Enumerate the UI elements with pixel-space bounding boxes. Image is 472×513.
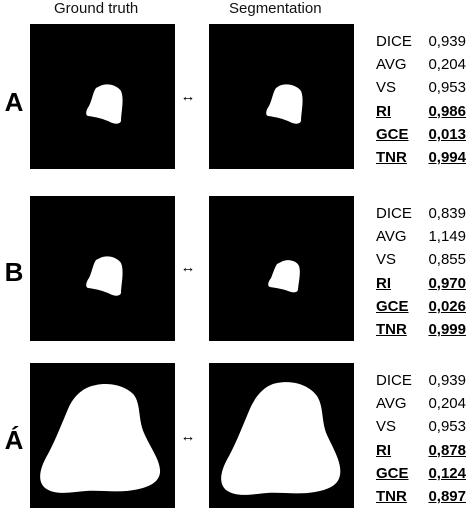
row-label-a-acute: Á — [4, 425, 24, 455]
metric-name: AVG — [376, 56, 407, 74]
metric-row-dice: DICE 0,939 — [376, 369, 472, 392]
metric-value: 0,953 — [428, 418, 466, 436]
metric-row-gce: GCE 0,026 — [376, 295, 472, 318]
metric-name: DICE — [376, 33, 412, 50]
metric-row-vs: VS 0,953 — [376, 415, 472, 438]
metric-name: RI — [376, 274, 391, 292]
metric-value: 0,939 — [428, 372, 466, 389]
metric-name: DICE — [376, 372, 412, 389]
metric-name: RI — [376, 102, 391, 120]
metric-name: VS — [376, 251, 397, 269]
segmentation-header: Segmentation — [229, 0, 322, 17]
row-label-b: B — [4, 257, 24, 287]
metric-value: 0,897 — [428, 487, 466, 505]
metric-name: DICE — [376, 205, 412, 222]
ground-truth-mask-b — [86, 256, 123, 296]
metric-value: 1,149 — [428, 228, 466, 246]
metric-row-vs: VS 0,953 — [376, 76, 472, 99]
segmentation-panel-b — [209, 196, 354, 341]
segmentation-panel-a — [209, 24, 354, 169]
correspondence-arrow-a: ↔ — [180, 88, 196, 105]
metric-name: TNR — [376, 148, 407, 166]
metric-value: 0,970 — [428, 274, 466, 292]
metric-name: AVG — [376, 228, 407, 246]
metric-row-gce: GCE 0,013 — [376, 123, 472, 146]
metric-value: 0,953 — [428, 79, 466, 97]
metric-value: 0,013 — [428, 125, 466, 143]
metric-row-avg: AVG 0,204 — [376, 392, 472, 415]
metric-value: 0,994 — [428, 148, 466, 166]
metric-row-ri: RI 0,986 — [376, 100, 472, 123]
metric-name: TNR — [376, 320, 407, 338]
metric-value: 0,878 — [428, 441, 466, 459]
ground-truth-mask-a-acute — [40, 384, 161, 493]
correspondence-arrow-b: ↔ — [180, 259, 196, 276]
metric-value: 0,204 — [428, 56, 466, 74]
metric-name: GCE — [376, 464, 409, 482]
metric-name: VS — [376, 418, 397, 436]
ground-truth-mask-a — [86, 84, 123, 124]
segmentation-mask-b — [268, 260, 300, 293]
metrics-table-a: DICE 0,939 AVG 0,204 VS 0,953 RI 0,986 GCE 0,… — [376, 30, 472, 169]
segmentation-mask-a — [266, 84, 303, 124]
metric-value: 0,939 — [428, 33, 466, 50]
metric-name: RI — [376, 441, 391, 459]
metric-row-tnr: TNR 0,897 — [376, 485, 472, 508]
metric-row-gce: GCE 0,124 — [376, 462, 472, 485]
metric-row-avg: AVG 1,149 — [376, 225, 472, 248]
metric-value: 0,839 — [428, 205, 466, 222]
metric-value: 0,026 — [428, 297, 466, 315]
metric-name: GCE — [376, 297, 409, 315]
metric-name: AVG — [376, 395, 407, 413]
metric-row-dice: DICE 0,839 — [376, 202, 472, 225]
metrics-table-b: DICE 0,839 AVG 1,149 VS 0,855 RI 0,970 GCE 0,… — [376, 202, 472, 341]
metric-name: VS — [376, 79, 397, 97]
metric-value: 0,855 — [428, 251, 466, 269]
correspondence-arrow-a-acute: ↔ — [180, 428, 196, 445]
metric-name: GCE — [376, 125, 409, 143]
metric-value: 0,999 — [428, 320, 466, 338]
segmentation-mask-a-acute — [221, 382, 341, 495]
ground-truth-panel-a-acute — [30, 363, 175, 508]
ground-truth-header: Ground truth — [54, 0, 139, 17]
row-label-a: A — [4, 87, 24, 117]
metric-row-vs: VS 0,855 — [376, 248, 472, 271]
ground-truth-panel-b — [30, 196, 175, 341]
metric-row-dice: DICE 0,939 — [376, 30, 472, 53]
ground-truth-panel-a — [30, 24, 175, 169]
metric-row-ri: RI 0,970 — [376, 272, 472, 295]
metric-row-tnr: TNR 0,999 — [376, 318, 472, 341]
metric-row-ri: RI 0,878 — [376, 439, 472, 462]
metric-row-tnr: TNR 0,994 — [376, 146, 472, 169]
metric-row-avg: AVG 0,204 — [376, 53, 472, 76]
metric-name: TNR — [376, 487, 407, 505]
metric-value: 0,124 — [428, 464, 466, 482]
metric-value: 0,986 — [428, 102, 466, 120]
metric-value: 0,204 — [428, 395, 466, 413]
metrics-table-a-acute: DICE 0,939 AVG 0,204 VS 0,953 RI 0,878 GCE 0,… — [376, 369, 472, 508]
segmentation-panel-a-acute — [209, 363, 354, 508]
